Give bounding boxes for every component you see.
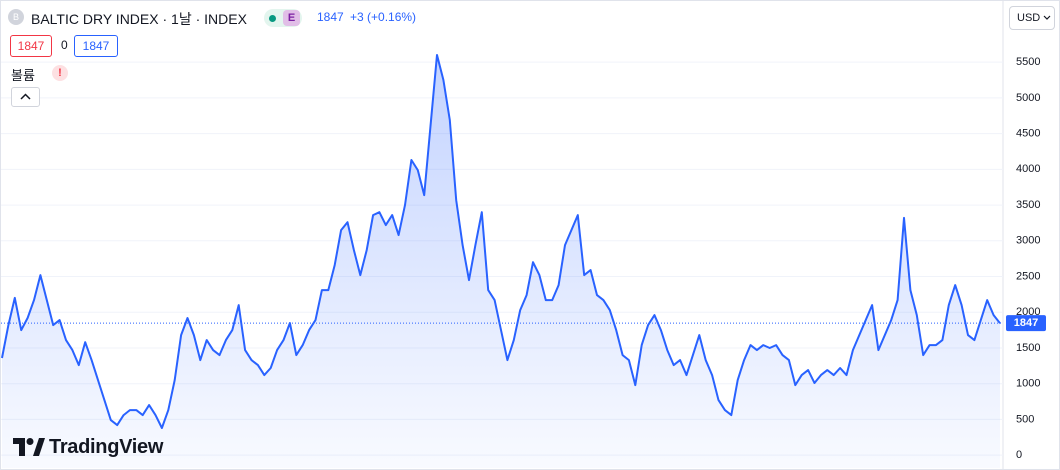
market-dot xyxy=(269,15,276,22)
price-line xyxy=(1,54,1001,429)
y-tick-label: 2000 xyxy=(1016,306,1040,318)
y-tick-label: 0 xyxy=(1016,449,1022,461)
status-pill[interactable]: E xyxy=(264,9,302,27)
collapse-icon xyxy=(20,93,31,100)
y-tick-label: 3000 xyxy=(1016,235,1040,247)
brand-name: TradingView xyxy=(49,436,164,458)
y-tick-label: 5500 xyxy=(1016,56,1040,68)
spread: 0 xyxy=(61,38,68,52)
last-price: 1847 xyxy=(317,10,344,24)
y-tick-label: 4500 xyxy=(1016,128,1040,140)
currency-label: USD xyxy=(1017,12,1041,24)
y-tick-label: 4000 xyxy=(1016,163,1040,175)
y-tick-label: 500 xyxy=(1016,413,1034,425)
y-tick-label: 1500 xyxy=(1016,342,1040,354)
y-tick-label: 1000 xyxy=(1016,378,1040,390)
exchange-badge: E xyxy=(283,10,300,26)
brand-icon xyxy=(13,438,45,456)
dropdown-icon xyxy=(1043,15,1051,20)
y-tick-label: 2500 xyxy=(1016,270,1040,282)
last-price-tag xyxy=(1006,315,1046,332)
y-tick-label: 3500 xyxy=(1016,199,1040,211)
sell-button[interactable]: 1847 xyxy=(10,35,52,57)
y-tick-label: 5000 xyxy=(1016,92,1040,104)
volume-warning[interactable]: ! xyxy=(52,65,68,81)
currency-button[interactable]: USD xyxy=(1009,6,1055,30)
volume-label: 볼륨 xyxy=(11,68,35,83)
symbol-title[interactable]: BALTIC DRY INDEX · 1날 · INDEX xyxy=(31,11,247,27)
area-fill xyxy=(2,55,1000,468)
symbol-badge: B xyxy=(8,9,24,25)
last-price-label: 1847 xyxy=(1014,317,1038,329)
price-change: +3 (+0.16%) xyxy=(350,10,417,24)
collapse-button[interactable] xyxy=(11,87,40,107)
buy-button[interactable]: 1847 xyxy=(74,35,118,57)
